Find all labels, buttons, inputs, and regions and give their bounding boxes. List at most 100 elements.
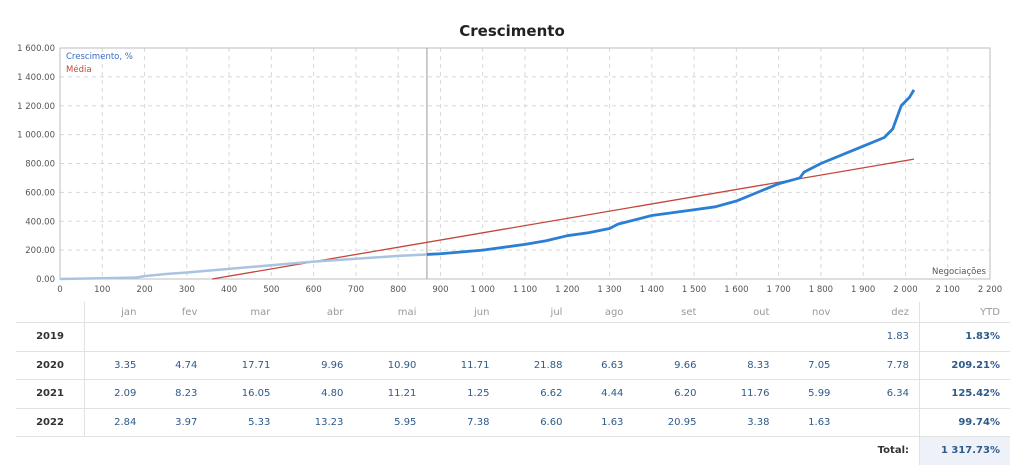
x-tick-label: 500 (263, 285, 279, 295)
x-tick-label: 0 (57, 285, 62, 295)
month-value-cell: 5.33 (207, 408, 281, 437)
month-value-cell: 1.25 (426, 379, 500, 409)
x-tick-label: 1 000 (471, 285, 495, 295)
month-value-cell: 3.35 (84, 351, 147, 380)
month-value-cell (633, 322, 707, 352)
total-label: Total: (877, 445, 909, 457)
month-value-cell (572, 322, 634, 352)
x-tick-label: 1 100 (513, 285, 537, 295)
month-value-cell: 3.97 (146, 408, 208, 437)
month-value-cell: 3.38 (706, 408, 780, 437)
month-value-cell: 5.95 (353, 408, 427, 437)
month-value-cell: 1.63 (572, 408, 634, 437)
y-tick-label: 1 600.00 (17, 44, 55, 54)
month-value-cell: 4.74 (146, 351, 208, 380)
header-corner (16, 302, 85, 323)
year-cell: 2021 (16, 379, 85, 409)
y-tick-label: 1 400.00 (17, 73, 55, 83)
month-value-cell: 1.83 (840, 322, 920, 352)
month-value-cell: 6.34 (840, 379, 920, 409)
header-ytd: YTD (919, 302, 1010, 323)
y-tick-label: 0.00 (36, 275, 55, 285)
header-month: mar (207, 302, 281, 323)
month-value-cell: 4.44 (572, 379, 634, 409)
x-tick-label: 1 400 (640, 285, 664, 295)
y-tick-label: 1 000.00 (17, 131, 55, 141)
month-value-cell: 9.66 (633, 351, 707, 380)
y-tick-label: 600.00 (25, 188, 55, 198)
x-tick-label: 2 200 (978, 285, 1002, 295)
plot-frame (59, 47, 991, 280)
month-value-cell: 9.96 (280, 351, 354, 380)
month-value-cell: 7.78 (840, 351, 920, 380)
x-tick-label: 1 500 (682, 285, 706, 295)
header-month: ago (572, 302, 634, 323)
month-value-cell: 4.80 (280, 379, 354, 409)
y-tick-label: 200.00 (25, 246, 55, 256)
month-value-cell: 16.05 (207, 379, 281, 409)
table-row: 2019 1.83 1.83% (16, 322, 1010, 352)
x-tick-label: 800 (390, 285, 406, 295)
legend-growth: Crescimento, % (66, 52, 133, 62)
total-value: 1 317.73% (919, 436, 1010, 465)
chart-title: Crescimento (459, 22, 565, 40)
x-tick-label: 100 (94, 285, 110, 295)
year-cell: 2022 (16, 408, 85, 437)
month-value-cell: 8.23 (146, 379, 208, 409)
header-month: set (633, 302, 707, 323)
month-value-cell (499, 322, 573, 352)
x-tick-label: 2 100 (936, 285, 960, 295)
month-value-cell (207, 322, 281, 352)
month-value-cell: 10.90 (353, 351, 427, 380)
header-month: out (706, 302, 780, 323)
y-tick-label: 400.00 (25, 217, 55, 227)
month-value-cell (84, 322, 147, 352)
month-value-cell: 17.71 (207, 351, 281, 380)
x-tick-label: 1 600 (724, 285, 748, 295)
ytd-cell: 1.83% (919, 322, 1010, 352)
x-tick-label: 400 (221, 285, 237, 295)
legend-average: Média (66, 64, 92, 75)
x-tick-label: 300 (179, 285, 195, 295)
x-tick-label: 1 700 (766, 285, 790, 295)
month-value-cell: 21.88 (499, 351, 573, 380)
ytd-cell: 125.42% (919, 379, 1010, 409)
x-tick-label: 700 (348, 285, 364, 295)
header-month: nov (779, 302, 841, 323)
ytd-cell: 99.74% (919, 408, 1010, 437)
year-cell: 2019 (16, 322, 85, 352)
month-value-cell: 7.38 (426, 408, 500, 437)
month-value-cell (840, 408, 920, 437)
table-row: 2021 2.09 8.23 16.05 4.80 11.21 1.25 6.62 4.44 6.… (16, 379, 1010, 409)
header-month: fev (146, 302, 208, 323)
total-row: Total: 1 317.73% (16, 436, 1010, 465)
month-value-cell: 13.23 (280, 408, 354, 437)
growth-line-history (59, 253, 427, 281)
year-cell: 2020 (16, 351, 85, 380)
y-tick-label: 1 200.00 (17, 102, 55, 112)
month-value-cell: 1.63 (779, 408, 841, 437)
month-value-cell (706, 322, 780, 352)
table-header-row: jan fev mar abr mai jun jul ago set out nov dez YTD (16, 302, 1010, 323)
header-month: mai (353, 302, 427, 323)
growth-chart: 0 100 200 300 400 500 600 700 800 900 1 000 1 100 1 … (17, 44, 1002, 295)
header-month: jun (426, 302, 500, 323)
month-value-cell: 2.84 (84, 408, 147, 437)
x-tick-label: 1 800 (809, 285, 833, 295)
month-value-cell (426, 322, 500, 352)
x-tick-label: 2 000 (893, 285, 917, 295)
month-value-cell: 20.95 (633, 408, 707, 437)
month-value-cell: 6.60 (499, 408, 573, 437)
month-value-cell (280, 322, 354, 352)
month-value-cell: 6.63 (572, 351, 634, 380)
month-value-cell: 11.21 (353, 379, 427, 409)
header-month: dez (840, 302, 920, 323)
month-value-cell: 2.09 (84, 379, 147, 409)
x-tick-label: 900 (432, 285, 448, 295)
header-month: jan (84, 302, 147, 323)
month-value-cell: 6.62 (499, 379, 573, 409)
table-row: 2022 2.84 3.97 5.33 13.23 5.95 7.38 6.60 1.63 20.… (16, 408, 1010, 437)
month-value-cell: 7.05 (779, 351, 841, 380)
x-tick-label: 600 (306, 285, 322, 295)
month-value-cell (146, 322, 208, 352)
